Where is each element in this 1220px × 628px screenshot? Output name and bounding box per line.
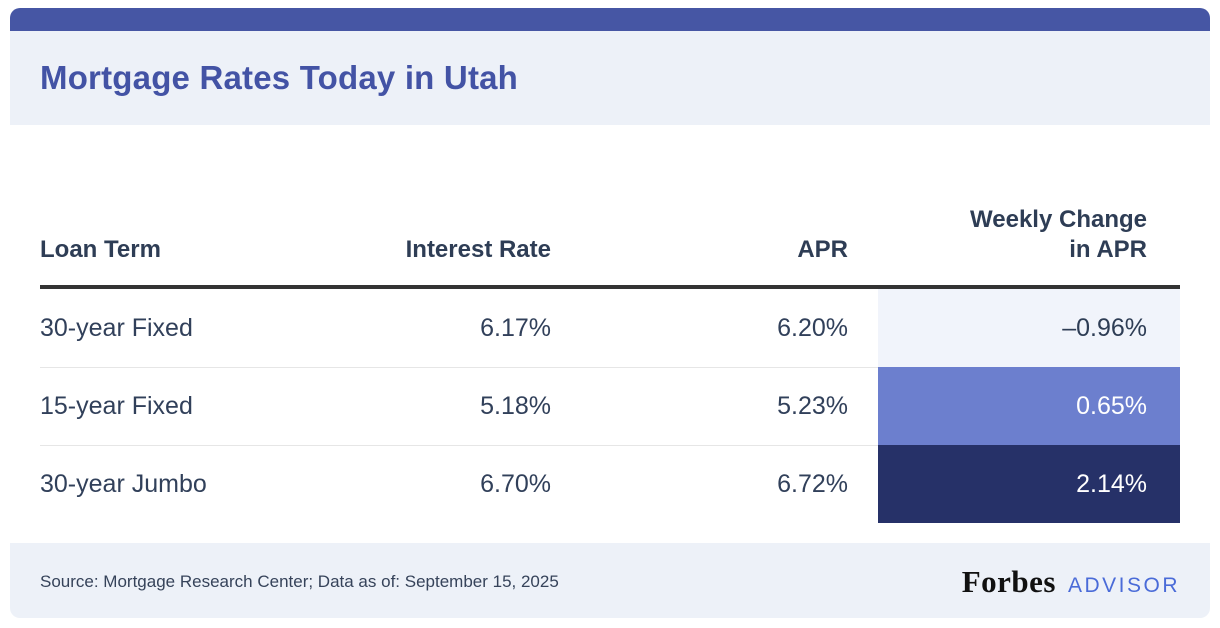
interest-rate-cell: 5.18% [350,367,551,445]
interest-rate-cell: 6.70% [350,445,551,523]
apr-cell: 6.20% [777,313,848,342]
table-header-row: Loan Term Interest Rate APR Weekly Chang… [40,125,1180,289]
column-header-interest-rate: Interest Rate [405,236,551,263]
weekly-change-cell: 0.65% [878,367,1180,445]
apr-cell: 6.72% [551,445,878,523]
loan-term-cell: 30-year Fixed [40,313,193,342]
forbes-advisor-logo: Forbes ADVISOR [962,564,1180,600]
loan-term-cell: 30-year Jumbo [40,445,350,523]
table-row: 15-year Fixed 5.18% 5.23% 0.65% [40,367,1180,445]
column-header-weekly-change: Weekly Change in APR [878,205,1180,265]
source-attribution: Source: Mortgage Research Center; Data a… [40,571,559,591]
table-row: 30-year Fixed 6.17% 6.20% –0.96% [40,289,1180,367]
card-footer: Source: Mortgage Research Center; Data a… [10,543,1210,618]
column-header-weekly-change-line2: in APR [1069,236,1147,263]
table-row: 30-year Jumbo 6.70% 6.72% 2.14% [40,445,1180,523]
advisor-wordmark: ADVISOR [1067,573,1180,597]
card-top-accent-bar [10,8,1210,31]
interest-rate-cell: 6.17% [480,313,551,342]
column-header-apr: APR [797,236,848,263]
column-header-loan-term: Loan Term [40,236,161,263]
table-container: Loan Term Interest Rate APR Weekly Chang… [10,125,1210,543]
column-header-weekly-change-line1: Weekly Change [970,206,1147,233]
mortgage-rates-card: Mortgage Rates Today in Utah Loan Term I… [10,8,1210,618]
forbes-wordmark: Forbes [961,563,1056,599]
apr-cell: 5.23% [551,367,878,445]
weekly-change-cell: –0.96% [878,289,1180,367]
loan-term-cell: 15-year Fixed [40,367,350,445]
weekly-change-cell: 2.14% [878,445,1180,523]
page-title: Mortgage Rates Today in Utah [40,59,519,96]
spacer [40,523,1180,543]
card-header: Mortgage Rates Today in Utah [10,31,1210,125]
